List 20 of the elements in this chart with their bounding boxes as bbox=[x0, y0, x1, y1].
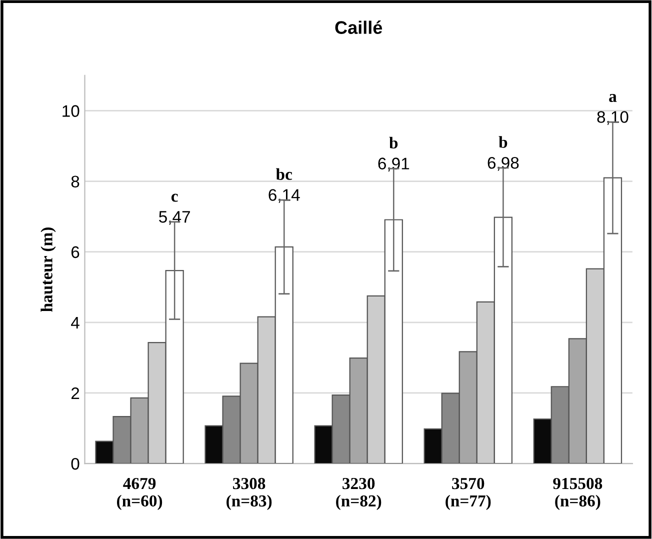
annotation: bc bbox=[276, 168, 292, 180]
y-axis-title: hauteur (m) bbox=[40, 228, 56, 312]
annotation: a bbox=[609, 94, 617, 102]
x-tick-label: 4679 (n=60) bbox=[116, 478, 162, 510]
y-tick-label: 10 bbox=[62, 105, 80, 117]
x-tick-label: 3570 (n=77) bbox=[446, 478, 491, 510]
x-tick-label: 3230 (n=82) bbox=[336, 478, 382, 510]
x-tick-label: 915508 (n=86) bbox=[553, 478, 602, 510]
y-tick-label: 8 bbox=[71, 176, 80, 188]
chart-title: Caillé bbox=[335, 20, 382, 34]
y-tick-label: 4 bbox=[71, 316, 80, 328]
data-label: 5,47 bbox=[159, 211, 190, 225]
annotation: c bbox=[171, 194, 178, 202]
data-label: 6,98 bbox=[488, 156, 519, 171]
y-tick-label: 2 bbox=[71, 387, 80, 400]
annotation: b bbox=[498, 136, 508, 148]
x-tick-label: 3308 (n=83) bbox=[226, 478, 272, 510]
y-tick-label: 6 bbox=[71, 246, 80, 258]
annotation: b bbox=[389, 136, 398, 149]
y-tick-label: 0 bbox=[71, 458, 80, 470]
